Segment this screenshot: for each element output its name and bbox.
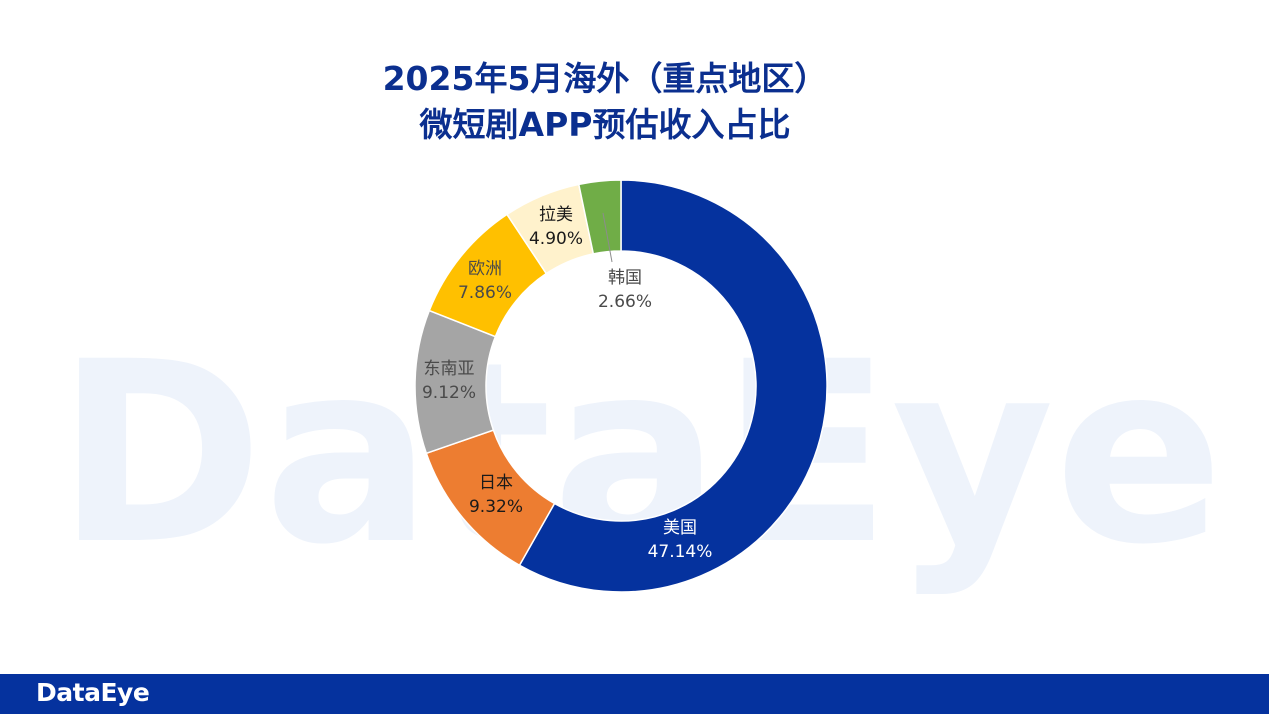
chart-title-line-2: 微短剧APP预估收入占比: [419, 105, 791, 144]
chart-title: 2025年5月海外（重点地区） 微短剧APP预估收入占比: [0, 56, 1210, 148]
donut-slices: [414, 179, 828, 593]
chart-title-line-1: 2025年5月海外（重点地区）: [382, 59, 828, 98]
slice-name-label: 拉美: [539, 205, 573, 225]
slice-name-label: 日本: [479, 473, 513, 493]
slice-name-label: 欧洲: [468, 259, 502, 279]
slice-value-label: 47.14%: [648, 542, 713, 562]
slice-value-label: 2.66%: [598, 292, 652, 312]
donut-slice-5: [577, 179, 622, 255]
slice-value-label: 4.90%: [529, 229, 583, 249]
footer-logo: DataEye: [36, 678, 150, 707]
korea-leader-line: [602, 212, 613, 263]
slice-value-label: 7.86%: [458, 283, 512, 303]
footer-bar: DataEye: [0, 674, 1269, 714]
slice-value-label: 9.32%: [469, 497, 523, 517]
slice-value-label: 9.12%: [422, 383, 476, 403]
donut-slice-0: [518, 179, 828, 593]
slice-name-label: 美国: [663, 518, 697, 538]
slice-name-label: 韩国: [608, 268, 642, 288]
slice-labels: 美国 47.14% 日本 9.32% 东南亚 9.12% 欧洲 7.86% 拉美 4.90% 韩国 2…: [422, 205, 712, 562]
slice-name-label: 东南亚: [424, 359, 475, 379]
